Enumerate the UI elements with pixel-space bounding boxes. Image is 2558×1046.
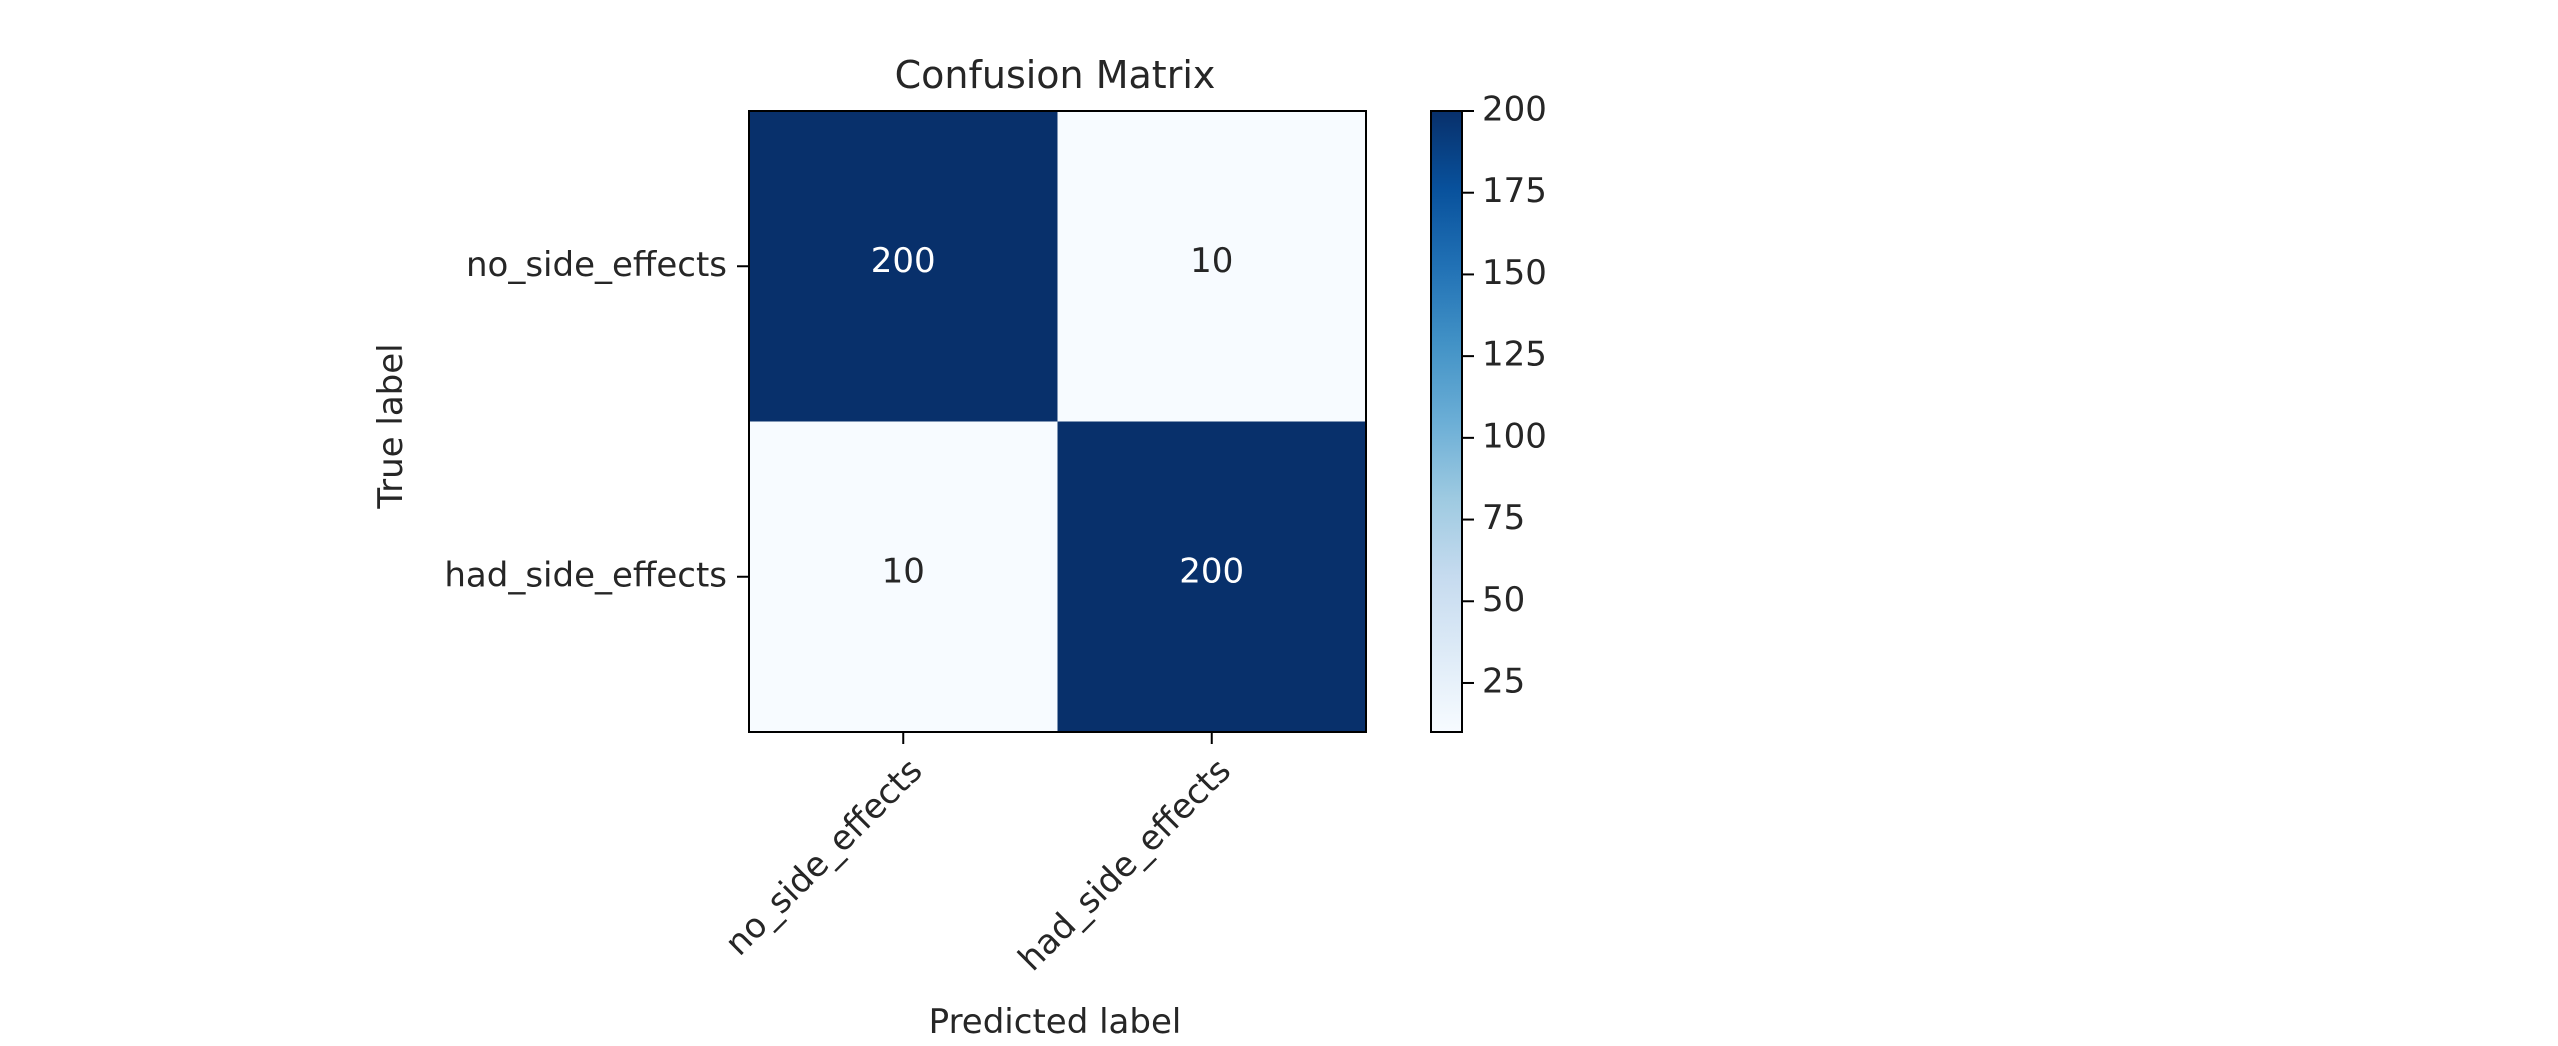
colorbar-tick-label: 125 [1482,335,1547,375]
matrix-cell [749,421,1058,733]
x-tick-label: had_side_effects [1011,751,1239,979]
cell-value-label: 10 [1190,241,1233,281]
cell-value-label: 200 [1179,551,1244,591]
matrix-cell [1057,421,1367,733]
matrix-cell [1057,111,1367,422]
matrix-cell-labels: 200 10 10 200 [871,241,1244,592]
matrix-cell [749,111,1058,422]
matrix-cells [749,111,1367,733]
colorbar-tick-label: 100 [1482,416,1547,456]
colorbar-tick-label: 50 [1482,580,1525,620]
y-tick-label: no_side_effects [466,245,727,285]
cell-value-label: 200 [871,241,936,281]
colorbar-tick-label: 200 [1482,90,1547,130]
x-axis-ticks: no_side_effects had_side_effects [717,732,1239,979]
cell-value-label: 10 [882,551,925,591]
colorbar [1430,110,1463,733]
y-tick-label: had_side_effects [444,555,727,595]
matrix-frame [748,110,1367,733]
colorbar-tick-label: 75 [1482,498,1525,538]
colorbar-tick-label: 25 [1482,661,1525,701]
y-axis-ticks: no_side_effects had_side_effects [444,245,749,595]
x-tick-label: no_side_effects [717,751,930,964]
y-axis-label: True label [371,343,411,509]
colorbar-tick-label: 175 [1482,171,1547,211]
chart-title: Confusion Matrix [895,53,1216,97]
colorbar-tick-label: 150 [1482,253,1547,293]
colorbar-ticks: 25 50 75 100 125 150 175 200 [1462,90,1547,701]
x-axis-label: Predicted label [929,1002,1182,1042]
